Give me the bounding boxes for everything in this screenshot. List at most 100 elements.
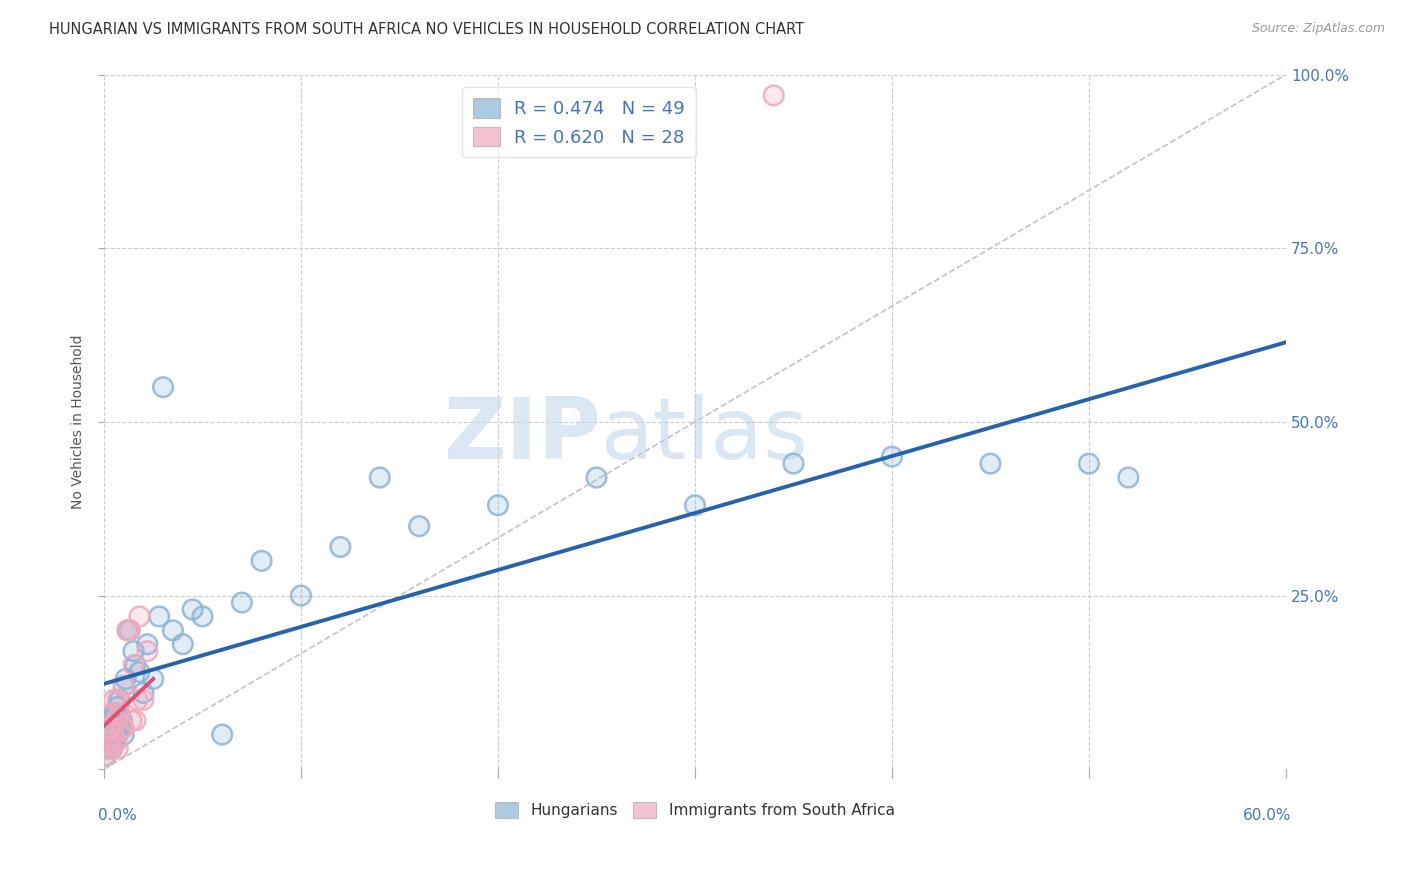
Point xyxy=(112,721,135,735)
Point xyxy=(148,609,170,624)
Point xyxy=(97,721,120,735)
Point xyxy=(128,665,150,679)
Point xyxy=(117,624,139,638)
Point xyxy=(124,658,146,673)
Point xyxy=(112,679,135,693)
Point xyxy=(97,741,120,756)
Point xyxy=(97,728,120,742)
Point xyxy=(1078,457,1101,471)
Point xyxy=(112,679,135,693)
Point xyxy=(142,672,165,686)
Point xyxy=(127,693,149,707)
Point xyxy=(486,498,509,512)
Point xyxy=(94,748,117,763)
Point xyxy=(368,470,391,484)
Point xyxy=(104,706,127,721)
Point xyxy=(108,693,131,707)
Point xyxy=(111,714,134,728)
Point xyxy=(112,728,135,742)
Point xyxy=(231,596,253,610)
Point xyxy=(1118,470,1140,484)
Point xyxy=(152,380,174,394)
Point xyxy=(114,672,136,686)
Point xyxy=(107,693,129,707)
Point xyxy=(117,624,139,638)
Point xyxy=(108,706,131,721)
Point xyxy=(121,714,143,728)
Point xyxy=(128,609,150,624)
Point xyxy=(127,693,149,707)
Point xyxy=(181,602,204,616)
Point xyxy=(98,734,121,748)
Point xyxy=(329,540,352,554)
Point xyxy=(162,624,184,638)
Point xyxy=(98,734,121,748)
Point xyxy=(104,734,127,748)
Point xyxy=(128,609,150,624)
Point xyxy=(162,624,184,638)
Point xyxy=(132,686,155,700)
Point xyxy=(124,714,146,728)
Point xyxy=(98,721,121,735)
Point xyxy=(1078,457,1101,471)
Point xyxy=(152,380,174,394)
Point xyxy=(103,728,125,742)
Point xyxy=(104,734,127,748)
Point xyxy=(107,728,129,742)
Point xyxy=(111,721,134,735)
Point xyxy=(94,748,117,763)
Point xyxy=(98,721,121,735)
Point xyxy=(108,693,131,707)
Point xyxy=(108,706,131,721)
Point xyxy=(107,699,129,714)
Point xyxy=(101,741,124,756)
Point xyxy=(124,658,146,673)
Point xyxy=(762,88,785,103)
Point xyxy=(108,721,131,735)
Point xyxy=(329,540,352,554)
Point xyxy=(94,734,117,748)
Point xyxy=(104,714,127,728)
Point xyxy=(103,706,125,721)
Point xyxy=(97,741,120,756)
Point xyxy=(122,644,145,658)
Point xyxy=(122,658,145,673)
Point xyxy=(117,624,139,638)
Point xyxy=(132,693,155,707)
Point xyxy=(94,748,117,763)
Point xyxy=(290,589,312,603)
Point xyxy=(103,706,125,721)
Point xyxy=(191,609,214,624)
Point xyxy=(103,728,125,742)
Point xyxy=(104,734,127,748)
Point xyxy=(585,470,607,484)
Point xyxy=(104,734,127,748)
Point xyxy=(880,450,903,464)
Point xyxy=(148,609,170,624)
Point xyxy=(118,624,141,638)
Point xyxy=(121,714,143,728)
Point xyxy=(118,624,141,638)
Point xyxy=(101,741,124,756)
Point xyxy=(118,624,141,638)
Point xyxy=(585,470,607,484)
Point xyxy=(111,721,134,735)
Point xyxy=(112,728,135,742)
Point xyxy=(191,609,214,624)
Point xyxy=(101,706,124,721)
Text: ZIP: ZIP xyxy=(443,394,600,477)
Point xyxy=(104,706,127,721)
Point xyxy=(101,741,124,756)
Point xyxy=(122,658,145,673)
Point xyxy=(762,88,785,103)
Point xyxy=(98,721,121,735)
Point xyxy=(122,644,145,658)
Point xyxy=(683,498,706,512)
Point xyxy=(172,637,194,651)
Point xyxy=(683,498,706,512)
Point xyxy=(231,596,253,610)
Point xyxy=(101,706,124,721)
Point xyxy=(97,721,120,735)
Point xyxy=(782,457,804,471)
Point xyxy=(94,748,117,763)
